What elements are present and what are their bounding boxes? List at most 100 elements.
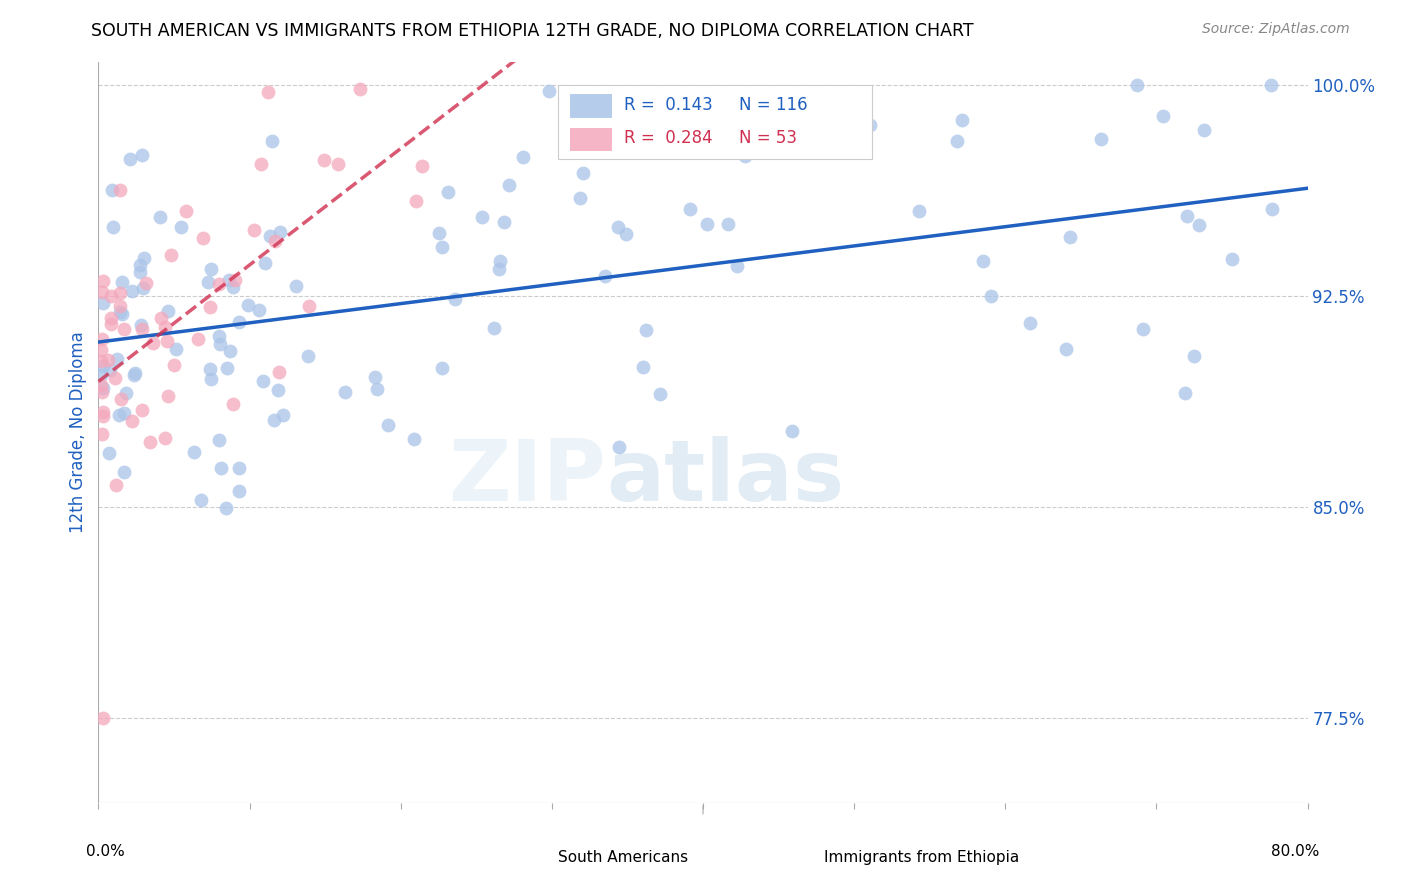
Point [110, 392, 132, 406]
Point [405, 194, 427, 209]
Point [98, 446, 121, 460]
Text: atlas: atlas [606, 435, 845, 518]
Point [100, 183, 122, 197]
Point [671, 140, 693, 154]
Point [402, 432, 425, 446]
Point [90, 368, 112, 382]
Text: Source: ZipAtlas.com: Source: ZipAtlas.com [1202, 22, 1350, 37]
Point [122, 368, 145, 382]
Point [174, 203, 197, 218]
Point [489, 254, 512, 268]
Point [725, 260, 748, 274]
Point [222, 280, 245, 294]
Point [859, 119, 882, 133]
Point [634, 323, 657, 337]
Point [93, 405, 115, 419]
Point [108, 305, 131, 319]
Point [247, 303, 270, 318]
Point [135, 276, 157, 290]
Point [224, 273, 246, 287]
Point [90, 332, 112, 346]
Point [427, 226, 450, 240]
Point [430, 361, 453, 376]
Point [249, 157, 271, 171]
Point [1188, 218, 1211, 232]
Point [716, 217, 738, 231]
Point [1132, 322, 1154, 336]
Point [91, 359, 114, 373]
Point [228, 315, 250, 329]
Point [259, 228, 281, 243]
Point [512, 150, 534, 164]
Point [142, 336, 165, 351]
Point [950, 113, 973, 128]
Point [252, 374, 274, 388]
Text: 0.0%: 0.0% [86, 844, 125, 858]
Point [121, 414, 143, 428]
Point [104, 371, 127, 385]
Point [1054, 342, 1077, 356]
Point [298, 299, 321, 313]
Point [538, 84, 561, 98]
Text: ZIP: ZIP [449, 435, 606, 518]
Point [115, 385, 138, 400]
Point [430, 240, 453, 254]
FancyBboxPatch shape [569, 95, 613, 118]
Point [1222, 252, 1244, 266]
Point [572, 166, 595, 180]
Point [131, 403, 153, 417]
Point [335, 385, 357, 400]
Point [1261, 202, 1284, 216]
Point [131, 148, 153, 162]
Point [208, 277, 231, 291]
Point [366, 382, 388, 396]
Point [262, 134, 284, 148]
Text: N = 116: N = 116 [740, 95, 808, 113]
Point [105, 477, 128, 491]
Point [112, 465, 135, 479]
Point [222, 396, 245, 410]
Point [208, 433, 231, 447]
Point [121, 285, 143, 299]
Point [101, 219, 124, 234]
Point [108, 408, 131, 422]
Point [157, 389, 180, 403]
Point [198, 300, 221, 314]
Point [1019, 316, 1042, 330]
Text: SOUTH AMERICAN VS IMMIGRANTS FROM ETHIOPIA 12TH GRADE, NO DIPLOMA CORRELATION CH: SOUTH AMERICAN VS IMMIGRANTS FROM ETHIOP… [91, 22, 974, 40]
Point [271, 408, 294, 422]
Point [183, 445, 205, 459]
Point [132, 281, 155, 295]
Point [100, 310, 122, 325]
Point [90, 353, 112, 368]
Point [946, 134, 969, 148]
Point [284, 279, 307, 293]
Point [156, 334, 179, 348]
Text: R =  0.143: R = 0.143 [624, 95, 713, 113]
Point [218, 273, 240, 287]
Point [108, 183, 131, 197]
Point [111, 307, 134, 321]
Point [156, 303, 179, 318]
Point [128, 264, 150, 278]
Point [263, 413, 285, 427]
Point [312, 153, 335, 167]
Y-axis label: 12th Grade, No Diploma: 12th Grade, No Diploma [69, 332, 87, 533]
Point [1175, 209, 1198, 223]
Point [1184, 349, 1206, 363]
Point [269, 365, 291, 379]
Point [208, 329, 231, 343]
Point [190, 492, 212, 507]
Point [569, 191, 592, 205]
Point [163, 358, 186, 372]
Text: N = 53: N = 53 [740, 129, 797, 147]
Point [492, 215, 515, 229]
Point [1125, 78, 1147, 92]
Point [197, 275, 219, 289]
Point [228, 484, 250, 499]
Point [100, 317, 122, 331]
Point [696, 217, 718, 231]
Point [1152, 109, 1174, 123]
Point [170, 219, 193, 234]
Point [614, 227, 637, 242]
